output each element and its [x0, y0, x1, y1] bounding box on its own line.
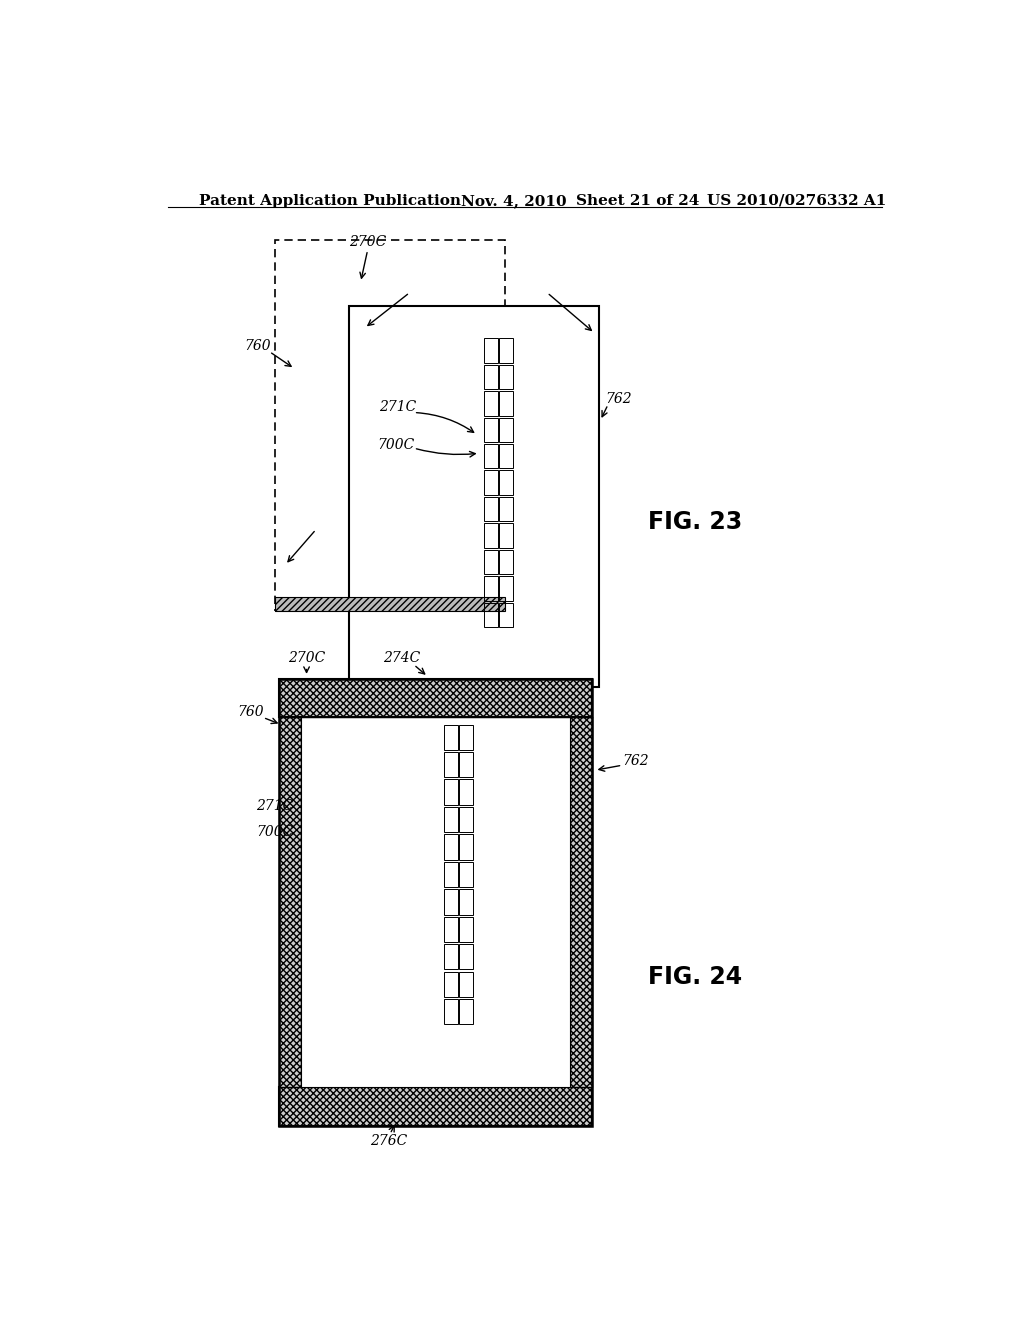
Bar — [459, 725, 473, 750]
Text: 762: 762 — [605, 392, 632, 407]
Text: 762: 762 — [623, 754, 649, 768]
Bar — [443, 890, 458, 915]
Text: Patent Application Publication: Patent Application Publication — [200, 194, 462, 209]
Bar — [483, 391, 498, 416]
Bar — [499, 364, 513, 389]
Bar — [499, 576, 513, 601]
Bar — [274, 240, 505, 611]
Bar — [459, 999, 473, 1024]
Bar — [443, 834, 458, 859]
Bar — [443, 916, 458, 942]
Bar — [570, 718, 592, 1088]
Text: US 2010/0276332 A1: US 2010/0276332 A1 — [708, 194, 887, 209]
Bar — [483, 576, 498, 601]
Text: 770: 770 — [352, 763, 380, 777]
Text: 276C: 276C — [370, 1134, 407, 1148]
Bar — [274, 598, 505, 611]
Text: 271C: 271C — [256, 799, 294, 813]
Bar — [443, 779, 458, 805]
Bar — [459, 834, 473, 859]
Bar — [483, 549, 498, 574]
Text: 270C: 270C — [288, 652, 326, 665]
Text: 760: 760 — [238, 705, 264, 719]
Bar — [301, 718, 570, 1088]
Bar — [483, 417, 498, 442]
Bar — [499, 496, 513, 521]
Bar — [348, 306, 599, 686]
Text: 271C: 271C — [379, 400, 417, 414]
Text: 274C: 274C — [383, 652, 421, 665]
Bar — [459, 890, 473, 915]
Bar — [279, 718, 301, 1088]
Bar — [499, 602, 513, 627]
Text: 700C: 700C — [256, 825, 294, 840]
Bar — [459, 916, 473, 942]
Bar — [459, 779, 473, 805]
Text: Sheet 21 of 24: Sheet 21 of 24 — [577, 194, 699, 209]
Bar — [499, 391, 513, 416]
Bar — [499, 470, 513, 495]
Text: Nov. 4, 2010: Nov. 4, 2010 — [461, 194, 567, 209]
Bar — [443, 972, 458, 997]
Bar — [279, 678, 592, 718]
Bar — [499, 338, 513, 363]
Text: 768: 768 — [455, 1003, 481, 1018]
Text: 766: 766 — [502, 754, 528, 767]
Text: FIG. 23: FIG. 23 — [648, 511, 742, 535]
Bar — [499, 444, 513, 469]
Bar — [483, 470, 498, 495]
Bar — [279, 678, 592, 1126]
Bar — [499, 417, 513, 442]
Text: 764: 764 — [424, 738, 451, 752]
Text: 270C: 270C — [349, 235, 386, 248]
Bar — [459, 972, 473, 997]
Text: 700C: 700C — [378, 438, 415, 451]
Bar — [483, 496, 498, 521]
Text: 760: 760 — [244, 339, 270, 354]
Bar — [459, 807, 473, 833]
Bar — [459, 944, 473, 969]
Bar — [459, 862, 473, 887]
Bar — [443, 944, 458, 969]
Bar — [279, 1088, 592, 1126]
Bar — [459, 752, 473, 777]
Bar — [443, 725, 458, 750]
Bar — [483, 444, 498, 469]
Bar — [483, 523, 498, 548]
Bar — [483, 602, 498, 627]
Bar — [483, 338, 498, 363]
Bar — [443, 999, 458, 1024]
Text: FIG. 24: FIG. 24 — [648, 965, 742, 989]
Bar — [443, 752, 458, 777]
Bar — [443, 807, 458, 833]
Bar — [443, 862, 458, 887]
Bar — [499, 523, 513, 548]
Bar — [483, 364, 498, 389]
Bar — [499, 549, 513, 574]
